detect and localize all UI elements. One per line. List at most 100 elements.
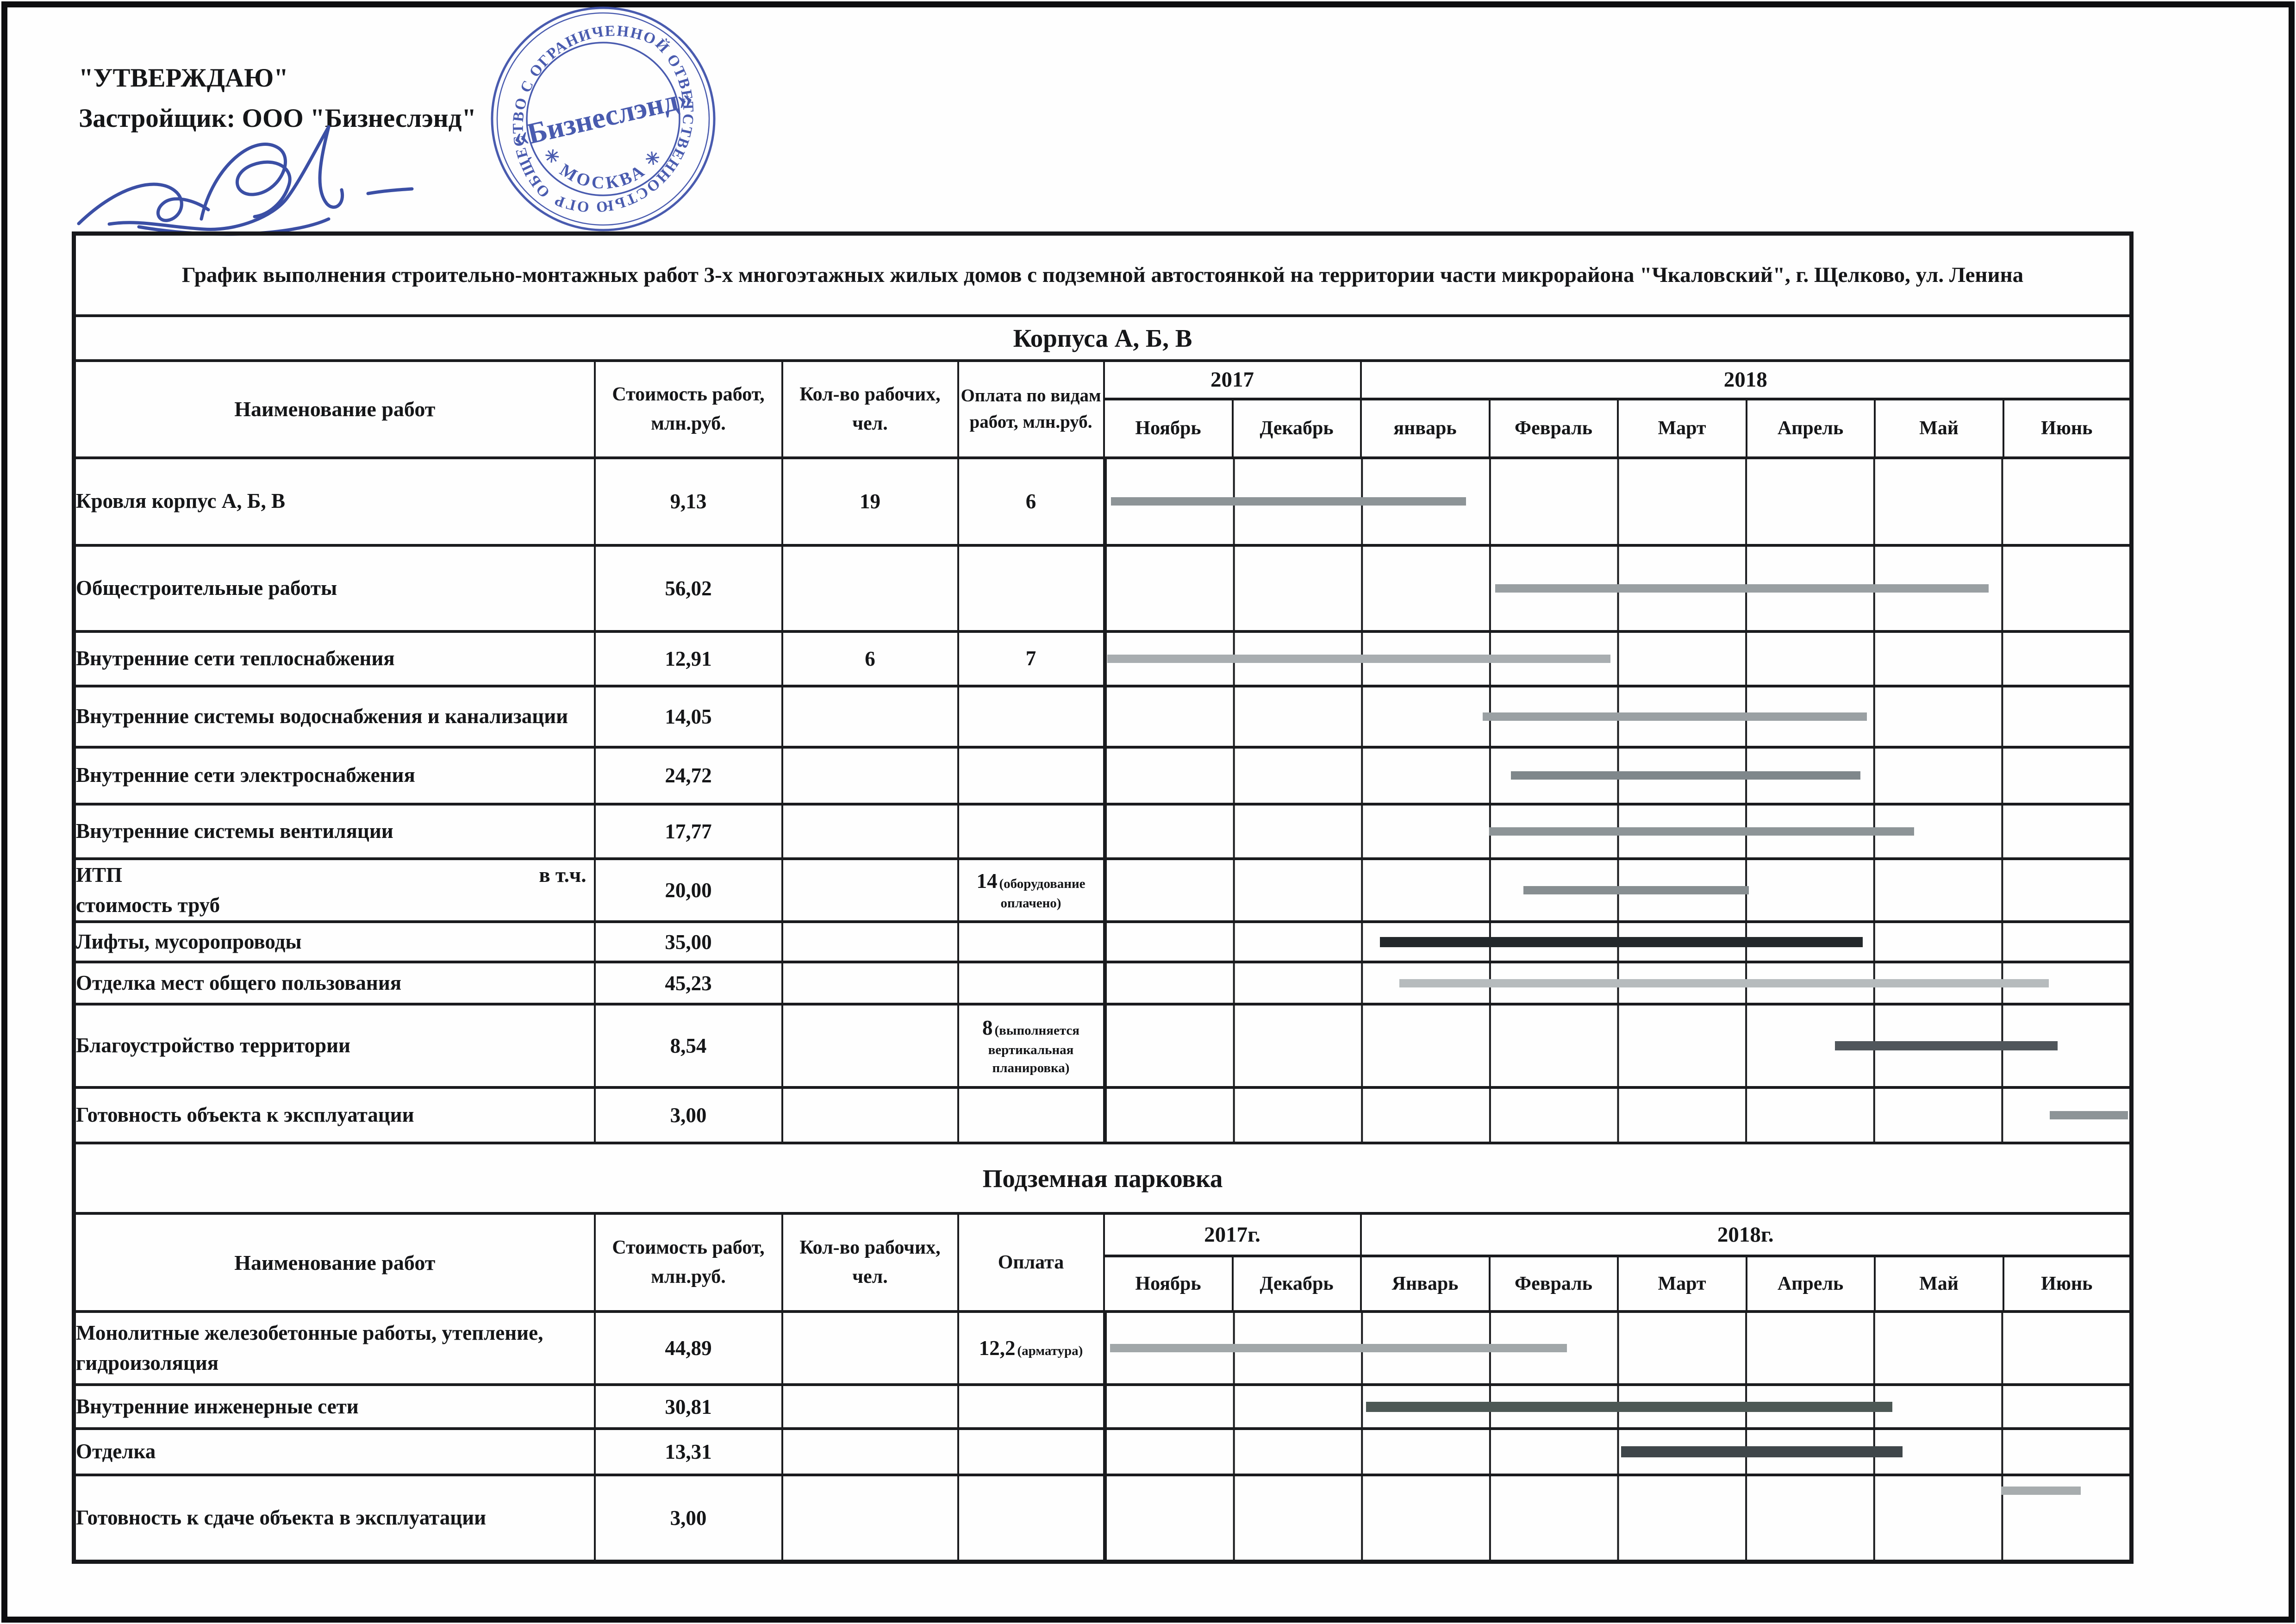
table-row: Общестроительные работы 56,02 — [73, 543, 2133, 633]
month-header: Июнь — [2002, 397, 2133, 459]
month-header: Июнь — [2002, 1255, 2133, 1313]
gantt-cell — [1103, 1383, 2133, 1430]
work-payment: 7 — [957, 630, 1105, 687]
gantt-cell — [1103, 1427, 2133, 1476]
work-workers — [781, 802, 959, 860]
work-workers — [781, 1474, 959, 1563]
work-name: Общестроительные работы — [73, 543, 596, 633]
month-header: Январь — [1360, 1255, 1491, 1313]
table1-header-row-2: Ноябрь Декабрь январь Февраль Март Апрел… — [74, 397, 2133, 459]
gantt-cell — [1103, 802, 2133, 860]
work-workers — [781, 1383, 959, 1430]
work-cost: 14,05 — [593, 684, 783, 749]
work-name: Готовность объекта к эксплуатации — [73, 1086, 596, 1144]
work-workers — [781, 1003, 959, 1089]
stamp-center-text: «Бизнеслэнд» — [510, 80, 696, 153]
gantt-cell — [1103, 630, 2133, 687]
table-row: Внутренние системы водоснабжения и канал… — [73, 684, 2133, 749]
section-row-parking: Подземная парковка — [73, 1142, 2133, 1215]
work-cost: 24,72 — [593, 745, 783, 806]
gantt-bar — [1482, 712, 1867, 721]
table-row-itp: ИТП в т.ч. стоимость труб 20,00 14 (обору… — [73, 857, 2133, 923]
gantt-cell — [1103, 857, 2133, 923]
work-name: Отделка — [73, 1427, 596, 1476]
table-row: Готовность объекта к эксплуатации 3,00 — [73, 1086, 2133, 1144]
col-header-payment: Оплата по видам работ, млн.руб. — [957, 359, 1105, 459]
work-cost: 20,00 — [593, 857, 783, 923]
approval-line: "УТВЕРЖДАЮ" — [79, 63, 288, 93]
table-row: Отделка мест общего пользования 45,23 — [73, 961, 2133, 1006]
work-name: Внутренние сети теплоснабжения — [73, 630, 596, 687]
work-workers — [781, 1086, 959, 1144]
col-header-payment: Оплата — [957, 1212, 1105, 1313]
col-header-cost: Стоимость работ, млн.руб. — [593, 359, 783, 459]
gantt-cell — [1103, 1003, 2133, 1089]
table-row: Отделка 13,31 — [73, 1427, 2133, 1476]
work-name: Внутренние инженерные сети — [73, 1383, 596, 1430]
work-name: Лифты, мусоропроводы — [73, 920, 596, 963]
work-cost: 3,00 — [593, 1086, 783, 1144]
gantt-cell — [1103, 684, 2133, 749]
col-header-cost: Стоимость работ, млн.руб. — [593, 1212, 783, 1313]
month-header: Декабрь — [1231, 1255, 1362, 1313]
gantt-bar — [1621, 1446, 1903, 1457]
gantt-bar — [1111, 497, 1466, 506]
gantt-bar — [1366, 1401, 1893, 1412]
gantt-bar — [1399, 979, 2049, 987]
work-payment — [957, 1383, 1105, 1430]
work-workers — [781, 961, 959, 1006]
work-payment — [957, 802, 1105, 860]
section-title-korpusa: Корпуса А, Б, В — [73, 314, 2133, 362]
col-header-workers: Кол-во рабочих, чел. — [781, 1212, 959, 1313]
gantt-bar — [1510, 771, 1860, 780]
month-header: Ноябрь — [1103, 397, 1234, 459]
month-header: Май — [1873, 397, 2004, 459]
table-row: Лифты, мусоропроводы 35,00 — [73, 920, 2133, 963]
table-row: Монолитные железобетонные работы, утепле… — [73, 1310, 2133, 1386]
signature — [77, 125, 414, 236]
work-name: Монолитные железобетонные работы, утепле… — [73, 1310, 596, 1386]
section-row-korpusa: Корпуса А, Б, В — [73, 314, 2133, 362]
work-cost: 9,13 — [593, 456, 783, 547]
table-row: Внутренние сети электроснабжения 24,72 — [73, 745, 2133, 806]
table2-header-row-1: Наименование работ Стоимость работ, млн.… — [73, 1212, 2133, 1313]
gantt-cell — [1103, 456, 2133, 547]
work-payment — [957, 745, 1105, 806]
gantt-cell — [1103, 920, 2133, 963]
table1-header-row-1: Наименование работ Стоимость работ, млн.… — [73, 359, 2133, 459]
gantt-bar — [1380, 937, 1863, 947]
work-workers: 6 — [781, 630, 959, 687]
work-name: Внутренние системы вентиляции — [73, 802, 596, 860]
gantt-bar — [1495, 584, 1989, 593]
work-workers — [781, 745, 959, 806]
work-workers — [781, 1310, 959, 1386]
gantt-cell — [1103, 961, 2133, 1006]
work-name: Внутренние системы водоснабжения и канал… — [73, 684, 596, 749]
table-row: Кровля корпус А, Б, В 9,13 19 6 — [73, 456, 2133, 547]
work-name: ИТП в т.ч. стоимость труб — [73, 857, 596, 923]
work-cost: 45,23 — [593, 961, 783, 1006]
work-payment — [957, 920, 1105, 963]
gantt-cell — [1103, 543, 2133, 633]
work-workers — [781, 684, 959, 749]
month-header: Март — [1616, 397, 1747, 459]
table-row: Готовность к сдаче объекта в эксплуатаци… — [73, 1474, 2133, 1563]
work-name: Готовность к сдаче объекта в эксплуатаци… — [73, 1474, 596, 1563]
table-row: Благоустройство территории 8,54 8 (выпол… — [73, 1003, 2133, 1089]
work-payment — [957, 684, 1105, 749]
work-payment — [957, 961, 1105, 1006]
work-cost: 30,81 — [593, 1383, 783, 1430]
year-2018: 2018г. — [1360, 1212, 2133, 1257]
work-payment — [957, 1474, 1105, 1563]
table-row: Внутренние системы вентиляции 17,77 — [73, 802, 2133, 860]
month-header: Май — [1873, 1255, 2004, 1313]
month-header: Март — [1616, 1255, 1747, 1313]
schedule-table: График выполнения строительно-монтажных … — [72, 231, 2134, 1564]
gantt-cell — [1103, 745, 2133, 806]
work-payment — [957, 1427, 1105, 1476]
work-cost: 3,00 — [593, 1474, 783, 1563]
document-title-row: График выполнения строительно-монтажных … — [73, 232, 2133, 317]
work-cost: 17,77 — [593, 802, 783, 860]
